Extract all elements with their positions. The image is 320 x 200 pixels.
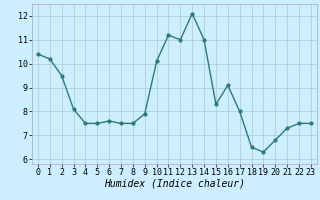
X-axis label: Humidex (Indice chaleur): Humidex (Indice chaleur) — [104, 179, 245, 189]
